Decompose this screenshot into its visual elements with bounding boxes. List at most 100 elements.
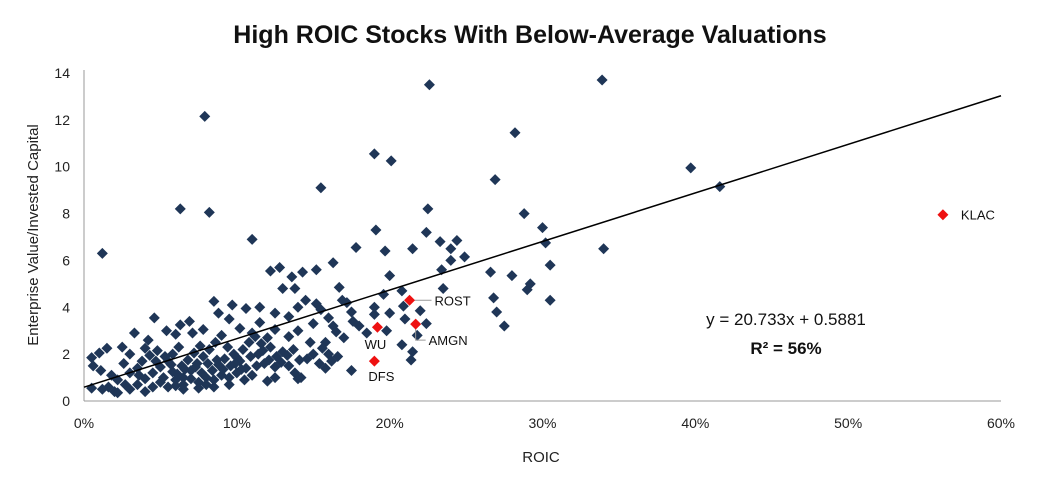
highlighted-point <box>368 355 380 367</box>
data-point <box>397 300 409 312</box>
data-point <box>93 347 105 359</box>
data-point <box>170 328 182 340</box>
data-point <box>190 361 202 373</box>
data-point <box>264 265 276 277</box>
data-point <box>161 325 173 337</box>
point-label: WU <box>365 337 387 352</box>
data-point <box>128 327 140 339</box>
data-point <box>293 354 305 366</box>
data-point <box>217 363 229 375</box>
data-point <box>223 379 235 391</box>
highlighted-point <box>404 294 416 306</box>
data-point <box>304 336 316 348</box>
data-point <box>396 339 408 351</box>
data-point <box>263 354 275 366</box>
data-point <box>238 374 250 386</box>
data-point <box>281 349 293 361</box>
data-point <box>283 311 295 323</box>
data-point <box>193 382 205 394</box>
data-point <box>159 350 171 362</box>
data-point <box>434 236 446 248</box>
data-point <box>203 206 215 218</box>
data-point <box>173 341 185 353</box>
highlighted-point <box>937 209 949 221</box>
highlighted-points: KLAC ROST WU AMGN DFS <box>365 208 995 384</box>
data-point <box>124 348 136 360</box>
point-label: AMGN <box>429 333 468 348</box>
data-point <box>86 352 98 364</box>
data-point <box>283 331 295 343</box>
data-point <box>489 174 501 186</box>
data-point <box>323 312 335 324</box>
data-point <box>445 243 457 255</box>
data-point <box>245 350 257 362</box>
data-point <box>257 345 269 357</box>
data-point <box>96 383 108 395</box>
data-point <box>269 307 281 319</box>
y-tick-label: 4 <box>62 299 70 315</box>
data-point <box>246 369 258 381</box>
data-point <box>171 368 183 380</box>
x-tick-label: 60% <box>987 415 1015 431</box>
data-point <box>240 302 252 314</box>
y-tick-label: 8 <box>62 206 70 222</box>
data-point <box>147 381 159 393</box>
data-point <box>370 224 382 236</box>
data-point <box>598 243 610 255</box>
y-tick-label: 14 <box>54 65 70 81</box>
data-point <box>422 203 434 215</box>
data-point <box>384 307 396 319</box>
data-point <box>385 155 397 167</box>
y-axis-label: Enterprise Value/Invested Capital <box>25 124 42 346</box>
data-point <box>274 261 286 273</box>
data-point <box>237 343 249 355</box>
point-label: DFS <box>368 369 394 384</box>
x-tick-label: 0% <box>74 415 94 431</box>
data-point <box>518 208 530 220</box>
data-point <box>251 360 263 372</box>
data-point <box>286 271 298 283</box>
data-point <box>420 226 432 238</box>
data-point <box>254 301 266 313</box>
data-point <box>524 278 536 290</box>
data-point <box>112 387 124 399</box>
point-label: ROST <box>435 293 471 308</box>
data-point <box>139 342 151 354</box>
data-point <box>223 372 235 384</box>
data-point <box>381 325 393 337</box>
data-point <box>133 369 145 381</box>
data-point <box>136 355 148 367</box>
data-point <box>254 317 266 329</box>
data-point <box>235 363 247 375</box>
data-point <box>310 264 322 276</box>
data-point <box>269 372 281 384</box>
y-tick-label: 12 <box>54 112 70 128</box>
data-point <box>179 363 191 375</box>
data-point <box>407 346 419 358</box>
data-point <box>87 360 99 372</box>
data-point <box>345 306 357 318</box>
data-point <box>283 360 295 372</box>
data-point <box>544 259 556 271</box>
data-point <box>445 254 457 266</box>
data-point <box>187 327 199 339</box>
data-point <box>147 367 159 379</box>
data-point <box>287 343 299 355</box>
data-point <box>208 374 220 386</box>
data-point <box>498 320 510 332</box>
data-point <box>414 305 426 317</box>
x-tick-label: 30% <box>528 415 556 431</box>
data-point <box>157 372 169 384</box>
data-point <box>219 353 231 365</box>
x-tick-label: 40% <box>681 415 709 431</box>
data-point <box>200 379 212 391</box>
data-point <box>384 270 396 282</box>
data-point <box>246 233 258 245</box>
data-point <box>332 350 344 362</box>
data-point <box>292 373 304 385</box>
data-point <box>315 182 327 194</box>
data-point <box>275 356 287 368</box>
data-point <box>165 359 177 371</box>
